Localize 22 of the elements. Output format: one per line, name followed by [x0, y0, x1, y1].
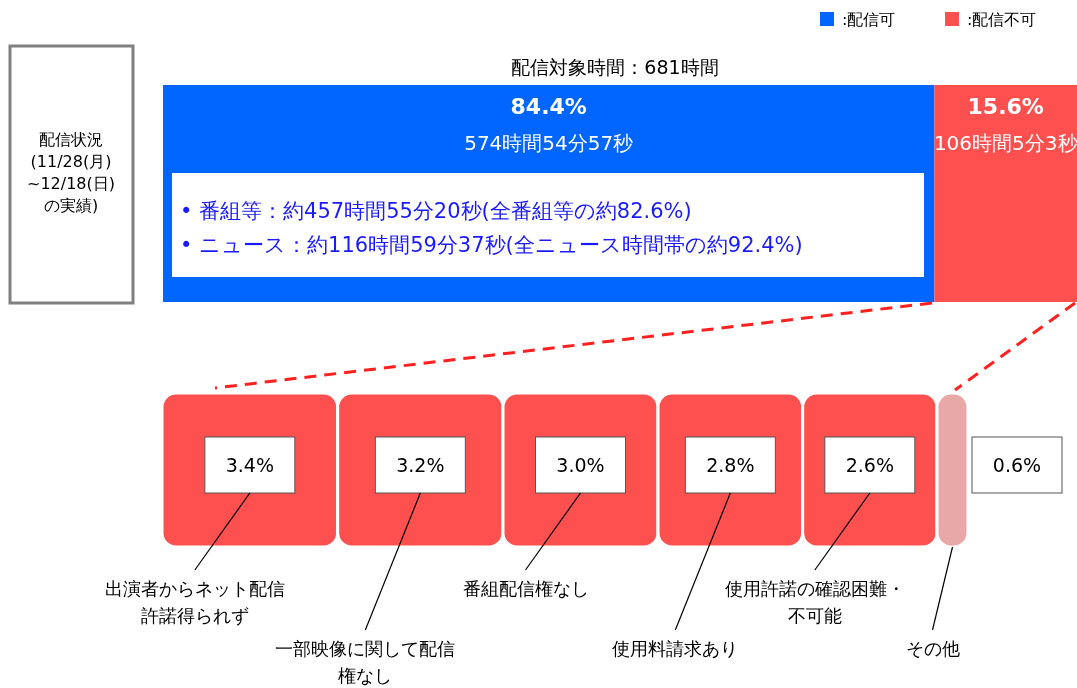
data-label: 84.4%	[510, 94, 587, 119]
series-label: 番組配信権なし	[462, 578, 589, 599]
text: 一部映像に関して配信権なし	[275, 638, 456, 686]
data-label: 2.8%	[706, 454, 755, 476]
data-label: 3.4%	[225, 454, 274, 476]
data-label: 2.6%	[845, 454, 894, 476]
legend-label: :配信不可	[967, 10, 1037, 29]
data-label: 3.2%	[396, 454, 445, 476]
annotation: • 番組等：約457時間55分20秒(全番組等の約82.6%)	[180, 199, 692, 223]
data-label: 0.6%	[992, 454, 1042, 476]
text: その他	[905, 638, 960, 659]
data-label: 15.6%	[967, 94, 1044, 119]
annotation: 574時間54分57秒	[464, 131, 634, 155]
legend-label: :配信可	[842, 10, 896, 29]
series-label: 使用許諾の確認困難・不可能	[724, 578, 905, 626]
data-label: 3.0%	[556, 454, 605, 476]
series-label: 出演者からネット配信許諾得られず	[104, 578, 285, 626]
annotation: • ニュース：約116時間59分37秒(全ニュース時間帯の約92.4%)	[180, 233, 803, 257]
annotation: 106時間5分3秒	[933, 131, 1077, 155]
chart-title: 配信対象時間：681時間	[511, 56, 719, 78]
text: 使用料請求あり	[612, 638, 739, 659]
y-axis-title: 配信状況(11/28(月)~12/18(日)の実績)	[27, 130, 115, 215]
